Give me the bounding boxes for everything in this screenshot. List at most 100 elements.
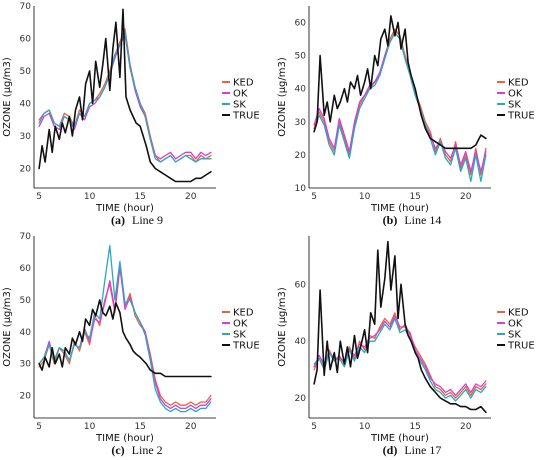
panel-caption: (b) Line 14 [383, 213, 442, 227]
legend-label-ok: OK [508, 319, 523, 330]
x-tick-labels: 5 10 15 20 [311, 422, 472, 432]
series-sk-line [313, 317, 487, 402]
series-lines [313, 15, 487, 183]
y-tick-labels: 20 30 40 50 60 70 [20, 232, 32, 402]
series-sk-line [38, 244, 212, 413]
series-lines [38, 8, 212, 183]
legend-label-sk: SK [233, 330, 246, 341]
legend-label-ok: OK [233, 319, 248, 330]
legend-label-ked: KED [508, 308, 529, 319]
x-tick-label: 20 [185, 192, 197, 202]
caption-text: Line 2 [132, 443, 163, 457]
series-true-line [313, 240, 487, 414]
x-tick-label: 15 [409, 192, 420, 202]
x-tick-label: 10 [359, 422, 371, 432]
y-tick-label: 50 [20, 296, 32, 306]
y-tick-label: 40 [295, 85, 307, 95]
series-ok-line [313, 314, 487, 396]
x-tick-label: 5 [36, 192, 42, 202]
legend-label-true: TRUE [507, 341, 535, 352]
y-tick-label: 60 [295, 280, 307, 290]
y-tick-label: 70 [20, 232, 32, 242]
legend-label-ok: OK [508, 89, 523, 100]
x-tick-label: 15 [134, 192, 145, 202]
y-tick-label: 20 [295, 394, 307, 404]
x-tick-label: 20 [460, 422, 472, 432]
x-tick-label: 10 [359, 192, 371, 202]
x-tick-label: 5 [311, 422, 317, 432]
legend-label-ok: OK [233, 89, 248, 100]
y-axis-title: OZONE (μg/m3) [2, 57, 13, 137]
y-tick-label: 40 [295, 337, 307, 347]
x-axis-title: TIME (hour) [95, 203, 154, 214]
panel-caption: (d) Line 17 [383, 443, 442, 457]
x-axis-title: TIME (hour) [370, 433, 429, 444]
y-tick-label: 30 [20, 132, 32, 142]
legend-label-true: TRUE [232, 111, 260, 122]
series-lines [313, 240, 487, 414]
x-tick-label: 15 [134, 422, 145, 432]
y-tick-label: 30 [20, 360, 32, 370]
legend-label-sk: SK [233, 100, 246, 111]
y-axis-title: OZONE (μg/m3) [277, 287, 288, 367]
y-tick-label: 20 [20, 165, 32, 175]
y-tick-label: 20 [20, 392, 32, 402]
caption-text: Line 14 [404, 213, 441, 227]
y-tick-labels: 20 30 40 50 60 70 [20, 2, 32, 175]
x-axis-title: TIME (hour) [95, 433, 154, 444]
y-tick-label: 70 [20, 2, 32, 12]
x-tick-label: 5 [36, 422, 42, 432]
y-tick-labels: 20 40 60 [295, 280, 307, 404]
caption-text: Line 9 [132, 213, 163, 227]
panel-line-17: 5 10 15 20 20 40 60 TIME (hour) OZONE (μg/m3)… [277, 236, 535, 457]
caption-label: (a) [111, 213, 125, 227]
x-tick-labels: 5 10 15 20 [311, 192, 472, 202]
legend-label-true: TRUE [507, 111, 535, 122]
caption-label: (b) [383, 213, 398, 227]
y-tick-label: 50 [20, 67, 32, 77]
x-tick-label: 20 [460, 192, 472, 202]
y-axis-title: OZONE (μg/m3) [277, 57, 288, 137]
legend-label-sk: SK [508, 100, 521, 111]
x-tick-label: 20 [185, 422, 197, 432]
series-lines [38, 244, 212, 413]
x-axis-title: TIME (hour) [370, 203, 429, 214]
panel-line-14: 5 10 15 20 10 20 30 40 50 60 TIME (hour) OZONE (… [277, 6, 535, 227]
y-tick-label: 50 [295, 52, 307, 62]
panel-line-2: 5 10 15 20 20 30 40 50 60 70 TIME (hour) OZONE (… [2, 232, 260, 457]
caption-label: (d) [383, 443, 398, 457]
caption-text: Line 17 [404, 443, 441, 457]
x-tick-labels: 5 10 15 20 [36, 422, 197, 432]
panel-caption: (c) Line 2 [111, 443, 162, 457]
legend-label-true: TRUE [232, 341, 260, 352]
y-tick-label: 40 [20, 328, 32, 338]
y-tick-label: 60 [295, 19, 307, 29]
legend-label-ked: KED [508, 78, 529, 89]
series-true-line [38, 299, 212, 378]
y-axis-title: OZONE (μg/m3) [2, 287, 13, 367]
x-tick-label: 10 [84, 422, 96, 432]
series-true-line [38, 8, 212, 183]
panel-line-9: 5 10 15 20 20 30 40 50 60 70 TIME (hour) OZONE (… [2, 2, 260, 227]
y-tick-label: 20 [295, 151, 307, 161]
series-ked-line [313, 312, 487, 399]
legend-label-sk: SK [508, 330, 521, 341]
y-tick-label: 10 [295, 184, 307, 194]
series-sk-line [313, 31, 487, 183]
y-tick-label: 60 [20, 264, 32, 274]
series-true-line [313, 15, 487, 150]
panel-caption: (a) Line 9 [111, 213, 163, 227]
x-tick-labels: 5 10 15 20 [36, 192, 197, 202]
x-tick-label: 15 [409, 422, 420, 432]
x-tick-label: 5 [311, 192, 317, 202]
y-tick-label: 30 [295, 118, 307, 128]
legend-label-ked: KED [233, 308, 254, 319]
y-tick-labels: 10 20 30 40 50 60 [295, 19, 307, 194]
legend-label-ked: KED [233, 78, 254, 89]
x-tick-label: 10 [84, 192, 96, 202]
caption-label: (c) [111, 443, 124, 457]
